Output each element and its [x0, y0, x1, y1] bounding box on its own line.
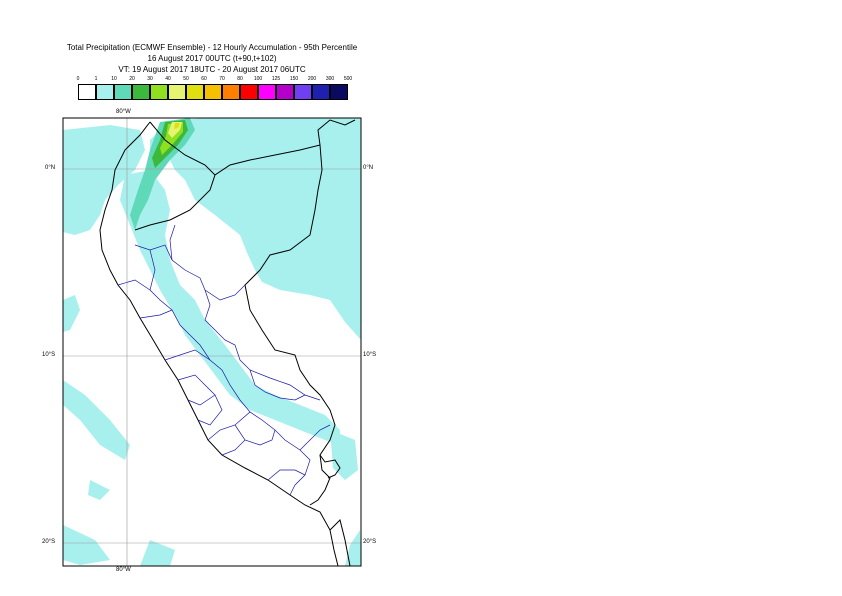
- lat-label-20-left: 20°S: [42, 539, 56, 545]
- chart-title: Total Precipitation (ECMWF Ensemble) - 1…: [66, 43, 358, 52]
- legend-swatch: [294, 84, 312, 100]
- legend-label: 125: [271, 76, 281, 82]
- lat-label-20-right: 20°S: [363, 539, 377, 545]
- legend-label: 60: [201, 76, 207, 82]
- legend-swatch: [150, 84, 168, 100]
- map-frame: [62, 117, 362, 567]
- legend-swatch: [312, 84, 330, 100]
- legend-label: 80: [237, 76, 243, 82]
- legend-swatch: [132, 84, 150, 100]
- graticule: [63, 118, 361, 566]
- legend-label: 40: [165, 76, 171, 82]
- legend-swatch: [240, 84, 258, 100]
- legend-label: 0: [76, 76, 80, 82]
- lon-label-top: 80°W: [116, 109, 131, 115]
- legend-swatch: [186, 84, 204, 100]
- legend-label: 1: [94, 76, 98, 82]
- legend-label: 200: [307, 76, 317, 82]
- lat-label-10-right: 10°S: [363, 352, 377, 358]
- legend-label: 150: [289, 76, 299, 82]
- legend-label: 300: [325, 76, 335, 82]
- legend-label: 30: [147, 76, 153, 82]
- legend-label: 10: [111, 76, 117, 82]
- legend-label: 70: [219, 76, 225, 82]
- lon-label-bottom: 80°W: [116, 567, 131, 573]
- lat-label-10-left: 10°S: [42, 352, 56, 358]
- legend-swatch: [96, 84, 114, 100]
- legend-swatch: [78, 84, 96, 100]
- legend-swatch: [114, 84, 132, 100]
- legend-swatch: [222, 84, 240, 100]
- lat-label-0-right: 0°N: [363, 165, 374, 171]
- legend-label: 500: [343, 76, 353, 82]
- valid-time: VT: 19 August 2017 18UTC - 20 August 201…: [118, 65, 306, 74]
- legend-swatch: [258, 84, 276, 100]
- legend-swatch: [168, 84, 186, 100]
- legend-label: 20: [129, 76, 135, 82]
- legend-swatch: [276, 84, 294, 100]
- admin-boundaries: [117, 224, 331, 496]
- legend-label: 50: [183, 76, 189, 82]
- legend-swatch: [204, 84, 222, 100]
- base-time: 16 August 2017 00UTC (t+90,t+102): [147, 54, 277, 63]
- legend-label: 100: [253, 76, 263, 82]
- lat-label-0-left: 0°N: [45, 165, 56, 171]
- legend-swatch: [330, 84, 348, 100]
